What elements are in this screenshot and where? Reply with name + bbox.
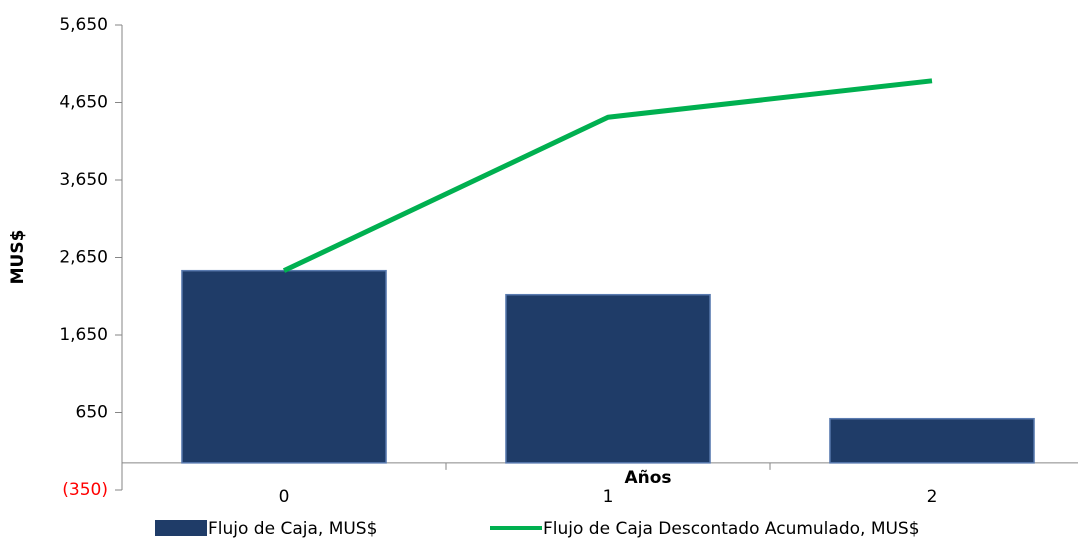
y-tick-label: 650 xyxy=(76,403,108,423)
x-tick-label: 2 xyxy=(927,487,938,507)
legend-swatch xyxy=(155,520,207,536)
legend-label: Flujo de Caja, MUS$ xyxy=(208,519,377,539)
y-tick-label: 2,650 xyxy=(59,248,108,268)
bar xyxy=(181,269,387,464)
x-axis-title: Años xyxy=(624,468,671,488)
y-axis-title: MUS$ xyxy=(8,230,28,285)
y-tick-label: (350) xyxy=(62,480,108,500)
y-tick-label: 1,650 xyxy=(59,325,108,345)
y-tick-label: 5,650 xyxy=(59,15,108,35)
x-tick-label: 1 xyxy=(603,487,614,507)
line xyxy=(282,78,933,273)
legend-label: Flujo de Caja Descontado Acumulado, MUS$ xyxy=(543,519,920,539)
bar xyxy=(829,417,1035,464)
y-tick-label: 3,650 xyxy=(59,170,108,190)
bar xyxy=(505,293,711,464)
y-tick-label: 4,650 xyxy=(59,93,108,113)
x-tick-label: 0 xyxy=(279,487,290,507)
